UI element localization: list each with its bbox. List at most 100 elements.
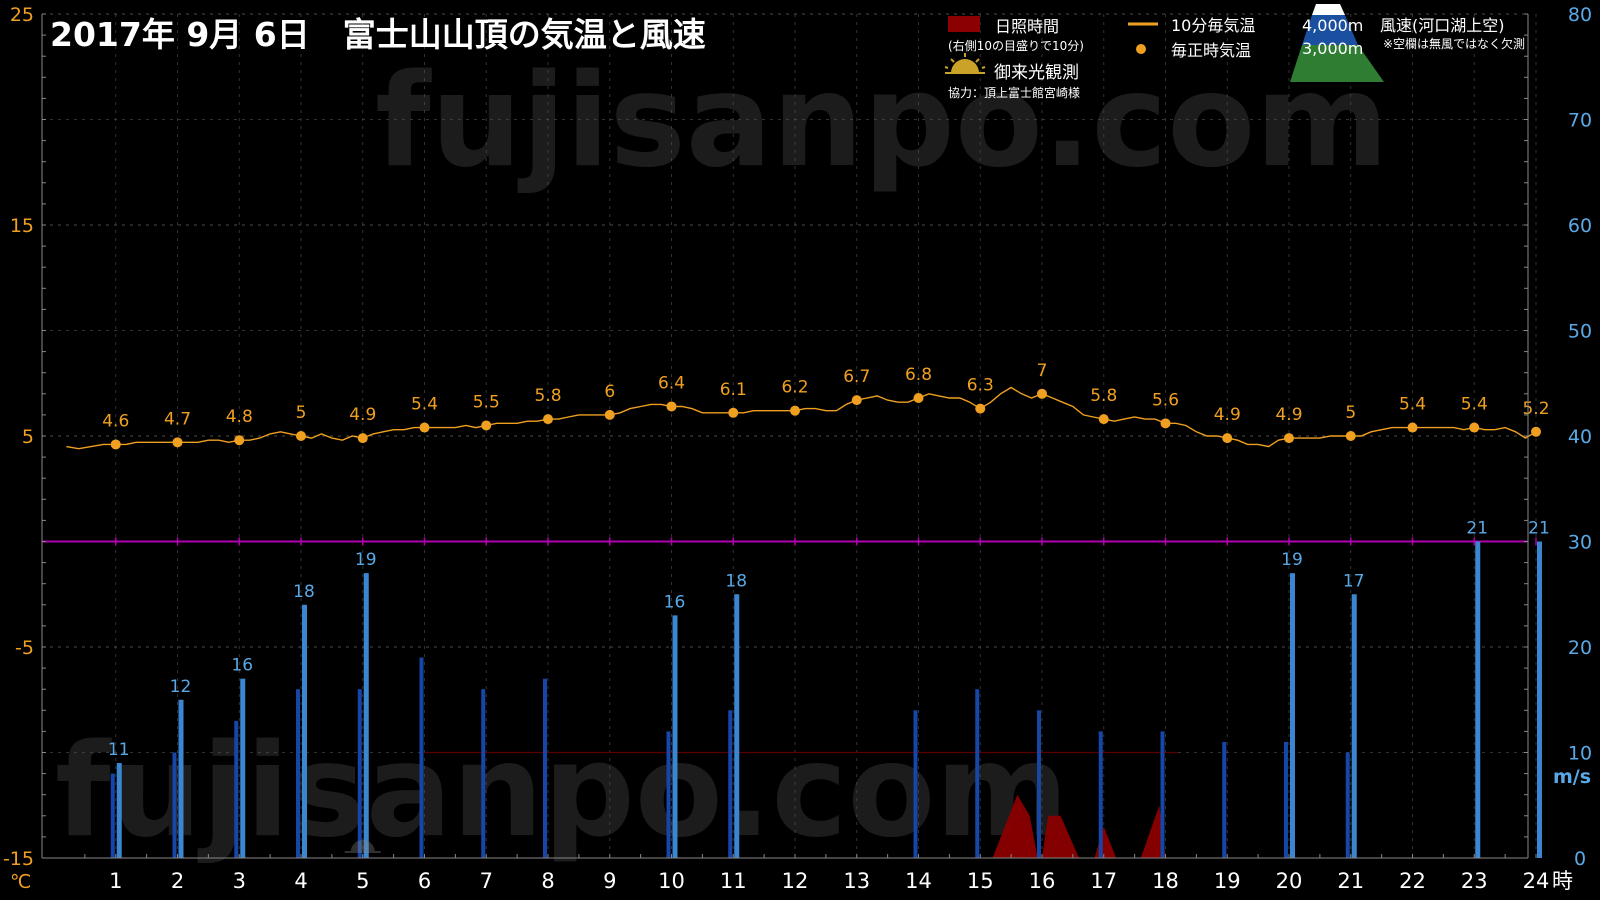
hourly-temp-point [419, 422, 430, 433]
hourly-temp-point [728, 407, 739, 418]
hourly-temp-point [110, 439, 121, 450]
sunrise-icon [944, 53, 986, 74]
hourly-temp-label: 4.9 [1275, 405, 1302, 425]
x-axis-tick-label: 22 [1399, 869, 1426, 893]
wind-bar-3000m [1160, 731, 1165, 858]
x-axis-tick-label: 17 [1090, 869, 1117, 893]
hourly-temp-point [296, 431, 306, 441]
wind-bar-3000m [1037, 710, 1041, 858]
hourly-temp-label: 6.4 [658, 373, 685, 393]
x-axis-tick-label: 6 [418, 869, 431, 893]
wind-bars: 11 12 16 18 19 16 18 19 17 21 21 [108, 519, 1550, 858]
hourly-temp-label: 6.8 [905, 365, 932, 385]
sunshine-area-segment [1042, 815, 1080, 858]
x-axis-tick-label: 18 [1152, 869, 1179, 893]
right-axis-tick-label: 30 [1568, 532, 1592, 554]
chart-title: 2017年 9月 6日 富士山山頂の気温と風速 [50, 15, 706, 54]
hourly-temp-point [481, 420, 492, 431]
x-axis-tick-label: 11 [720, 869, 747, 893]
grid [42, 13, 1537, 859]
hourly-temp-point [913, 393, 924, 404]
right-axis-tick-label: 40 [1568, 426, 1592, 448]
wind-value-label: 18 [293, 582, 315, 602]
legend-hourly-temp-swatch [1136, 44, 1146, 54]
watermark-bottom: fujisanpo.com [55, 717, 1069, 866]
left-axis-tick-label: -5 [15, 637, 34, 659]
wind-value-label: 12 [170, 677, 192, 697]
wind-bar-4000m [363, 573, 369, 858]
wind-bar-3000m [666, 731, 671, 858]
sunrise-marker-icon [344, 840, 381, 853]
wind-bar-4000m [240, 678, 246, 858]
hourly-temp-point [1160, 418, 1171, 429]
hourly-temp-label: 7 [1037, 361, 1048, 381]
x-axis-tick-label: 14 [905, 869, 932, 893]
wind-bar-4000m [672, 615, 678, 858]
wind-bar-4000m [1475, 541, 1481, 858]
hourly-temp-point [1222, 433, 1233, 444]
temperature-series: 4.6 4.7 4.8 5 4.9 5.4 5.5 5.8 6 6.4 6.1 6.2 6.7 6.8 6.… [66, 361, 1550, 450]
wind-value-label: 16 [231, 656, 253, 676]
wind-value-label: 19 [1281, 550, 1303, 570]
hourly-temp-point [1284, 433, 1294, 444]
wind-bar-4000m [178, 699, 184, 858]
hourly-temp-label: 4.9 [1214, 405, 1241, 425]
right-axis-tick-label: 20 [1568, 637, 1592, 659]
hourly-temp-label: 5.8 [534, 386, 561, 406]
wind-value-label: 11 [108, 740, 130, 760]
hourly-temp-label: 6 [604, 382, 615, 402]
legend-sunrise-label: 御来光観測 [994, 63, 1079, 83]
legend-wind-3000-label: 3,000m [1302, 39, 1363, 58]
legend-wind-4000-label: 4,000m [1302, 16, 1363, 35]
right-axis-tick-label: 80 [1568, 4, 1592, 26]
hourly-temp-label: 5.6 [1152, 390, 1179, 410]
wind-value-label: 19 [355, 550, 377, 570]
wind-value-label: 18 [725, 571, 747, 591]
wind-bar-3000m [296, 689, 300, 858]
wind-bar-4000m [734, 594, 740, 858]
hourly-temp-point [172, 437, 183, 448]
legend-sunshine-label: 日照時間 [995, 17, 1059, 36]
wind-bar-3000m [110, 773, 115, 858]
x-axis-tick-label: 5 [356, 869, 369, 893]
hourly-temp-label: 5.4 [1461, 395, 1488, 415]
legend-sunshine-swatch [948, 16, 980, 32]
hourly-temp-label: 5.8 [1090, 386, 1117, 406]
left-axis-tick-label: -15 [3, 848, 34, 870]
right-axis-tick-label: 10 [1568, 743, 1592, 765]
wind-bar-3000m [728, 710, 733, 858]
hourly-temp-label: 5 [296, 403, 307, 423]
hourly-temp-point [790, 405, 800, 416]
x-axis-tick-label: 16 [1029, 869, 1056, 893]
sunshine-area-segment [1094, 826, 1117, 858]
hourly-temp-label: 5.4 [1399, 395, 1426, 415]
left-axis-tick-label: 25 [10, 4, 34, 26]
left-axis-tick-label: 5 [22, 426, 34, 448]
x-axis-tick-label: 24 [1523, 869, 1550, 893]
wind-value-label: 21 [1466, 519, 1488, 539]
legend-sunshine-note: (右側10の目盛りで10分) [948, 38, 1084, 53]
x-axis-tick-label: 7 [480, 869, 493, 893]
hourly-temp-point [604, 409, 615, 420]
hourly-temp-label: 4.7 [164, 409, 191, 429]
x-axis-tick-label: 10 [658, 869, 685, 893]
hourly-temp-point [1098, 414, 1109, 425]
hourly-temp-point [1345, 431, 1356, 441]
wind-bar-3000m [1284, 741, 1288, 858]
wind-bar-3000m [913, 710, 918, 858]
left-axis-unit-label: ℃ [10, 871, 31, 893]
legend-hourly-temp-label: 毎正時気温 [1171, 41, 1251, 60]
wind-bar-3000m [1222, 741, 1227, 858]
x-axis-tick-label: 12 [782, 869, 809, 893]
hourly-temp-point [1531, 426, 1541, 437]
wind-bar-3000m [975, 689, 980, 858]
x-axis-tick-label: 1 [109, 869, 122, 893]
left-axis-tick-label: 15 [10, 215, 34, 237]
x-axis-tick-label: 15 [967, 869, 994, 893]
hourly-temp-label: 6.7 [843, 367, 870, 387]
wind-value-label: 16 [664, 592, 686, 612]
hourly-temp-point [851, 395, 862, 406]
wind-value-label: 17 [1343, 571, 1365, 591]
x-axis-tick-label: 19 [1214, 869, 1241, 893]
